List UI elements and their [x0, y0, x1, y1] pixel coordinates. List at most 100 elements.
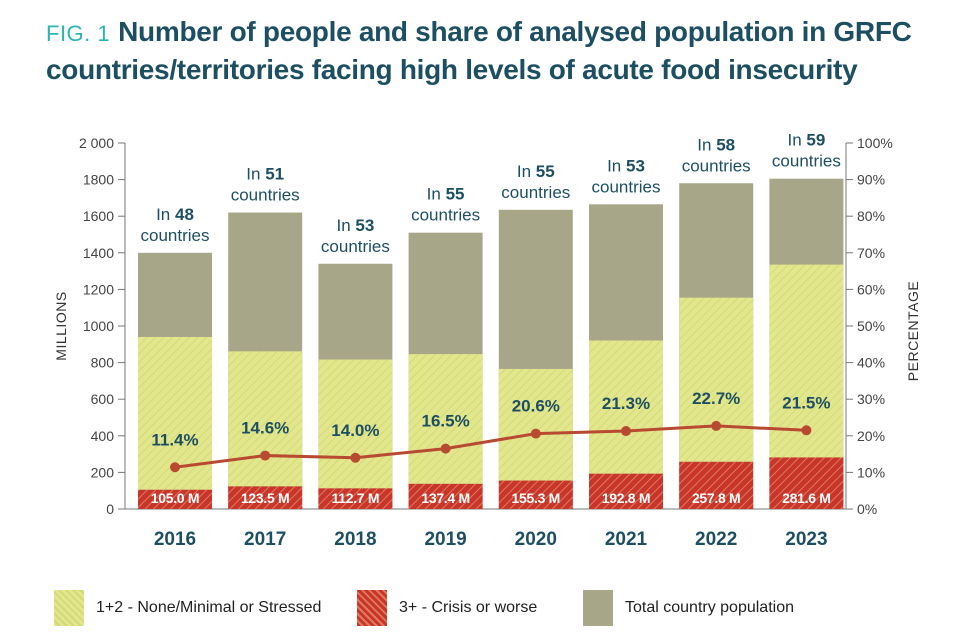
bar-stressed	[498, 368, 573, 481]
legend-label-crisis: 3+ - Crisis or worse	[399, 599, 538, 616]
country-count-number: 59	[806, 131, 825, 150]
y2-tick-label: 90%	[857, 172, 885, 188]
y-tick-label: 1800	[83, 172, 114, 188]
x-tick-label: 2022	[695, 529, 737, 550]
country-count-prefix: In	[517, 162, 536, 181]
country-count-number: 51	[265, 165, 284, 184]
crisis-value-label: 112.7 M	[332, 490, 380, 506]
x-tick-label: 2019	[424, 529, 466, 550]
crisis-value-label: 105.0 M	[151, 490, 200, 506]
country-count-suffix: countries	[231, 186, 300, 205]
share-point	[801, 425, 812, 436]
legend-label-total: Total country population	[625, 599, 794, 616]
bar-stressed	[679, 297, 754, 462]
country-count-prefix: In	[246, 165, 265, 184]
share-point	[350, 452, 361, 463]
share-point	[440, 443, 451, 454]
crisis-value-label: 137.4 M	[421, 490, 470, 506]
x-tick-label: 2021	[605, 529, 648, 550]
country-count-label: In 53	[607, 156, 645, 175]
y-tick-label: 1200	[83, 281, 114, 297]
y2-tick-label: 20%	[857, 428, 885, 444]
y2-tick-label: 30%	[857, 391, 885, 407]
country-count-label: In 53	[336, 216, 374, 235]
country-count-label: In 59	[787, 131, 825, 150]
crisis-value-label: 155.3 M	[512, 490, 561, 506]
chart-title: FIG. 1 Number of people and share of anal…	[46, 14, 946, 88]
country-count-number: 53	[626, 156, 645, 175]
bar-crisis	[769, 457, 844, 509]
share-value-label: 11.4%	[151, 430, 198, 449]
legend-item-total: Total country population	[583, 590, 794, 626]
share-value-label: 16.5%	[421, 412, 469, 431]
x-tick-label: 2018	[334, 529, 376, 550]
y-tick-label: 600	[91, 391, 115, 407]
bar-crisis	[408, 483, 483, 509]
bar-crisis	[679, 461, 754, 509]
crisis-value-label: 123.5 M	[241, 490, 290, 506]
y2-tick-label: 60%	[857, 281, 885, 297]
share-value-label: 21.5%	[782, 393, 830, 412]
y-tick-label: 1000	[83, 318, 114, 334]
share-point	[260, 450, 271, 461]
legend-swatch-stressed	[54, 590, 84, 626]
country-count-label: In 55	[517, 162, 555, 181]
bar-stressed	[408, 354, 483, 484]
stacked-bar-chart: 0 200 400 600 800 1000 1200 1400 1600 1800 2 000 0%…	[53, 131, 921, 550]
crisis-value-label: 192.8 M	[602, 490, 651, 506]
share-value-label: 22.7%	[692, 389, 740, 408]
title-line-2: countries/territories facing high levels…	[46, 54, 858, 85]
y2-tick-label: 50%	[857, 318, 885, 334]
y-tick-label: 2 000	[79, 135, 114, 151]
x-tick-label: 2020	[515, 529, 557, 550]
y-tick-label: 400	[91, 428, 115, 444]
share-value-label: 14.0%	[331, 421, 379, 440]
legend-item-stressed: 1+2 - None/Minimal or Stressed	[54, 590, 321, 626]
crisis-value-label: 281.6 M	[782, 490, 831, 506]
country-count-prefix: In	[697, 135, 716, 154]
country-count-suffix: countries	[682, 156, 751, 175]
country-count-number: 53	[355, 216, 374, 235]
country-count-number: 55	[446, 185, 465, 204]
country-count-label: In 51	[246, 165, 284, 184]
share-line	[174, 424, 807, 469]
y2-axis-title: PERCENTAGE	[905, 281, 921, 381]
country-count-prefix: In	[427, 185, 446, 204]
country-count-number: 55	[536, 162, 555, 181]
country-count-number: 58	[716, 135, 735, 154]
x-tick-label: 2023	[785, 529, 827, 550]
country-count-suffix: countries	[592, 177, 661, 196]
bar-crisis	[138, 489, 212, 509]
country-count-suffix: countries	[772, 152, 841, 171]
y2-tick-label: 10%	[857, 464, 885, 480]
x-tick-label: 2016	[154, 529, 196, 550]
legend-label-stressed: 1+2 - None/Minimal or Stressed	[96, 599, 322, 616]
bar-crisis	[318, 488, 393, 509]
country-count-suffix: countries	[321, 237, 390, 256]
y2-tick-label: 0%	[857, 501, 877, 517]
country-count-prefix: In	[336, 216, 355, 235]
country-count-number: 48	[175, 205, 194, 224]
share-value-label: 20.6%	[512, 397, 560, 416]
country-count-suffix: countries	[411, 206, 480, 225]
legend-item-crisis: 3+ - Crisis or worse	[357, 590, 537, 626]
share-value-label: 21.3%	[602, 394, 650, 413]
bar-stressed	[589, 340, 663, 474]
country-count-label: In 48	[156, 205, 194, 224]
x-tick-label: 2017	[244, 529, 286, 550]
bar-crisis	[498, 480, 573, 509]
y2-tick-label: 80%	[857, 208, 885, 224]
country-count-prefix: In	[156, 205, 175, 224]
y2-tick-label: 100%	[857, 135, 893, 151]
y-axis-title: MILLIONS	[53, 291, 69, 360]
share-value-label: 14.6%	[241, 419, 289, 438]
bar-stressed	[318, 359, 393, 489]
y-tick-label: 200	[91, 464, 115, 480]
share-point	[621, 426, 631, 437]
y-tick-label: 0	[106, 501, 114, 517]
share-point	[530, 428, 541, 439]
share-point	[170, 462, 180, 473]
figure-label: FIG. 1	[46, 21, 111, 46]
country-count-label: In 58	[697, 135, 735, 154]
y-tick-label: 1600	[83, 208, 114, 224]
